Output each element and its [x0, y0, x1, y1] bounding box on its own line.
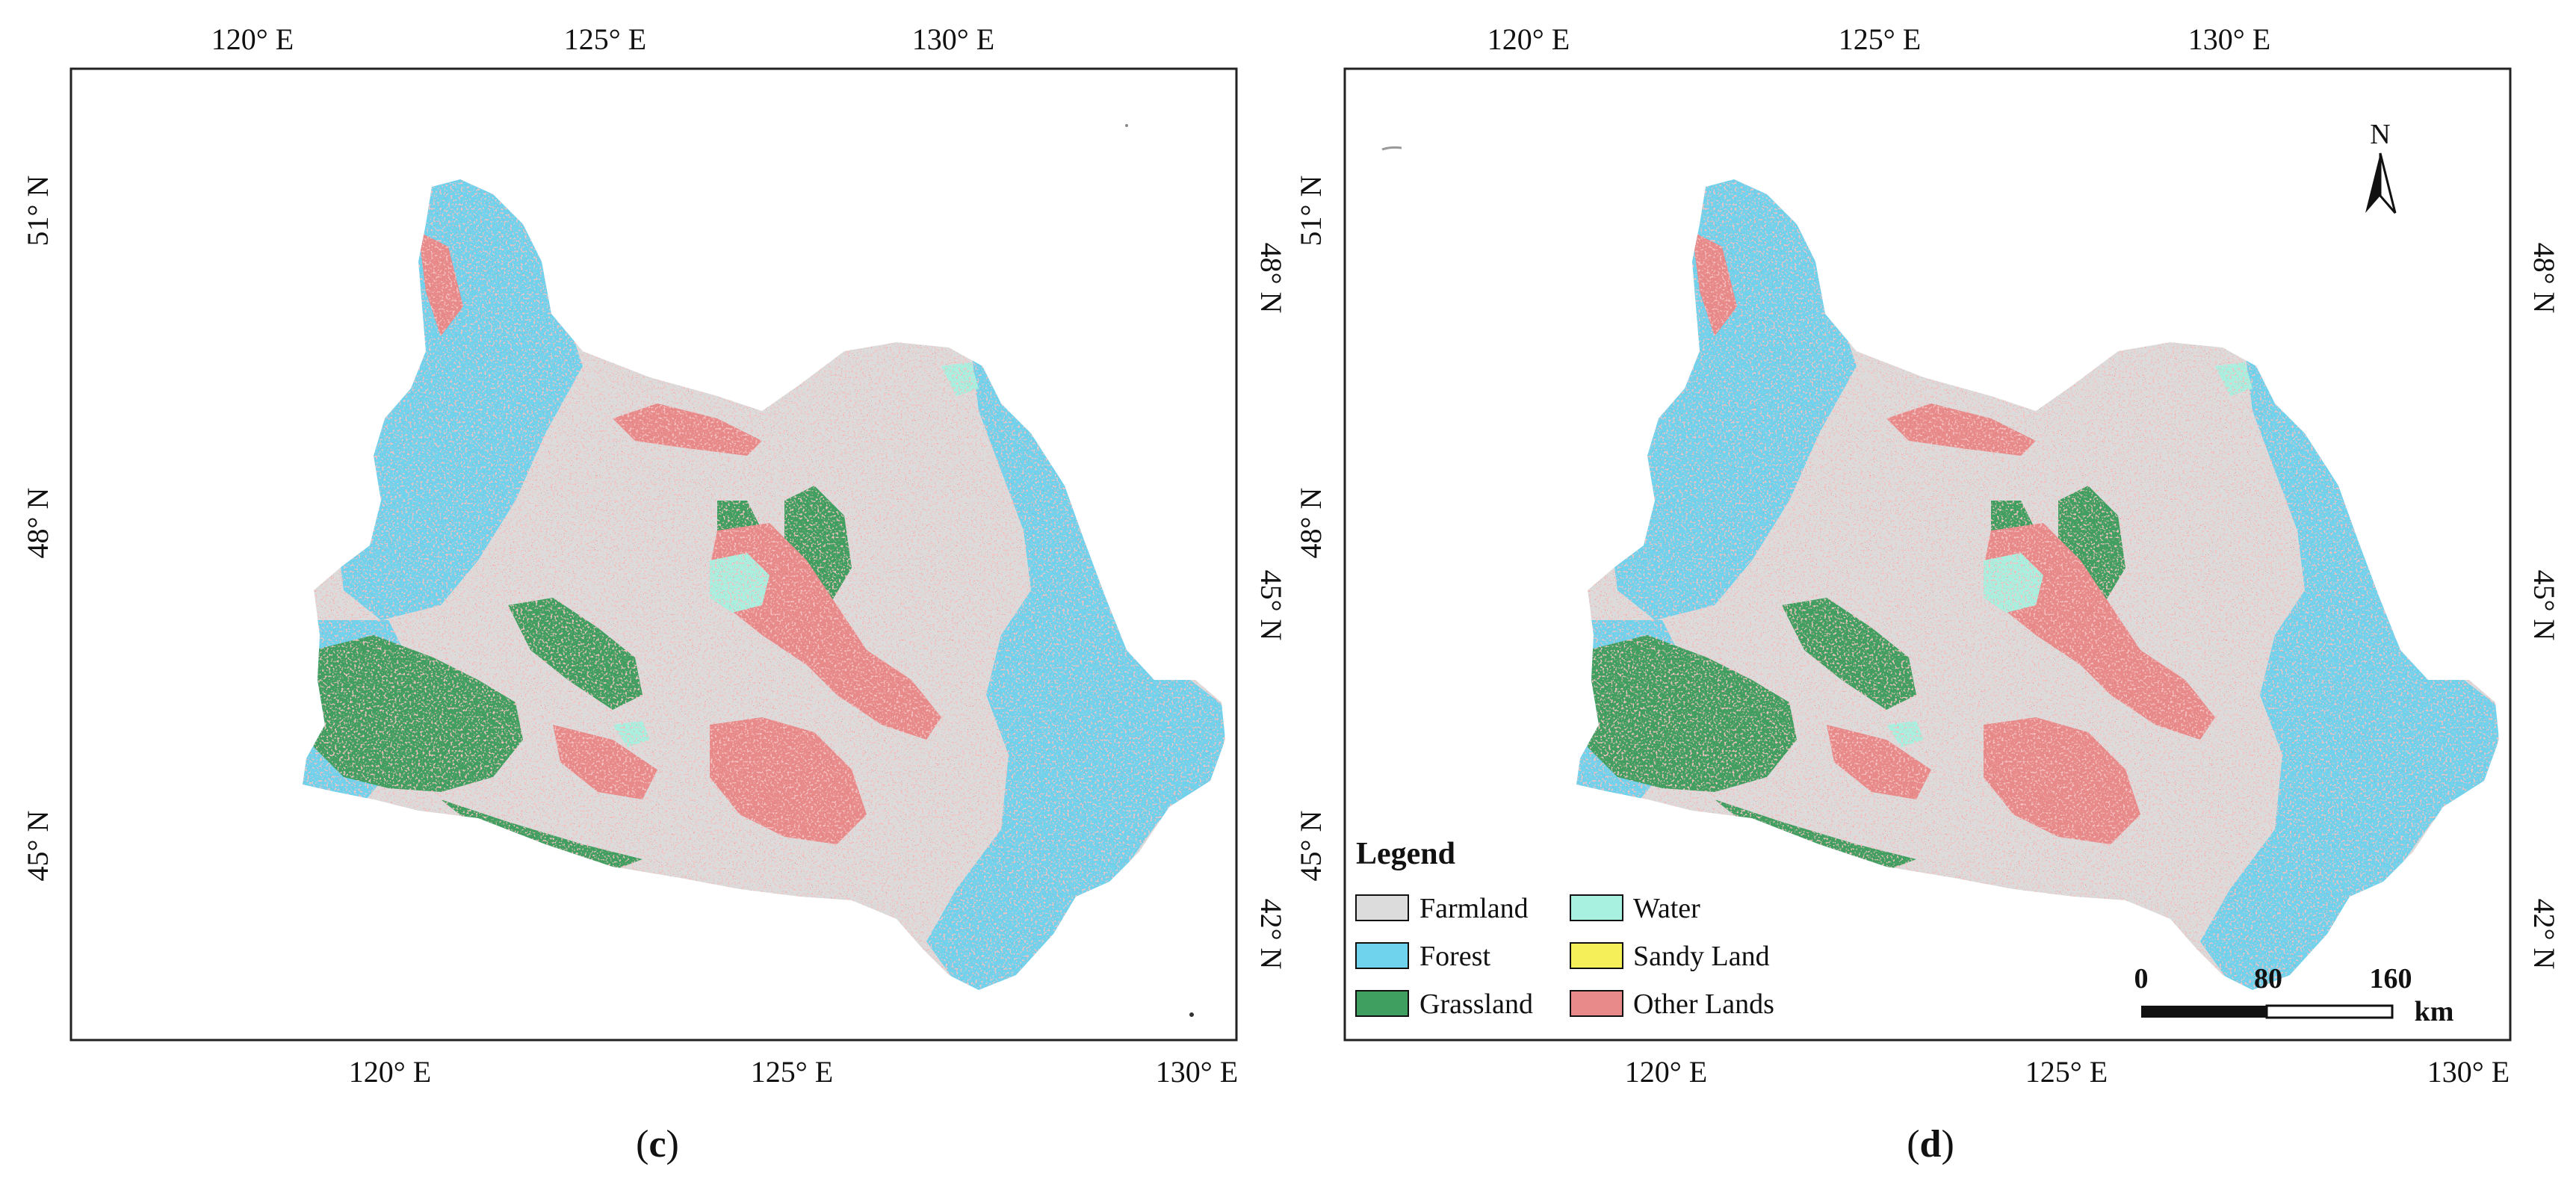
bottom-tick-label: 125° E	[751, 1055, 833, 1089]
stray-mark	[1125, 124, 1128, 127]
left-tick-label: 51° N	[21, 176, 55, 247]
legend-swatch	[1570, 894, 1623, 921]
bottom-tick-label: 130° E	[1156, 1055, 1238, 1089]
legend-label: Farmland	[1419, 893, 1529, 924]
left-tick-label: 48° N	[1294, 488, 1328, 559]
right-tick-label: 42° N	[2527, 899, 2561, 970]
scale-segment-dark	[2141, 1006, 2267, 1018]
scale-unit: km	[2415, 996, 2454, 1027]
bottom-tick-label: 120° E	[1625, 1055, 1707, 1089]
stray-mark	[1189, 1012, 1194, 1017]
top-tick-label: 125° E	[564, 22, 646, 56]
legend-swatch	[1355, 894, 1409, 921]
left-tick-label: 45° N	[1294, 811, 1328, 882]
scale-tick-label: 80	[2254, 963, 2282, 994]
legend-label: Water	[1633, 893, 1700, 924]
right-tick-label: 48° N	[1254, 243, 1288, 314]
map-panel-d: 120° E 125° E 130° E 120° E 125° E 130° …	[1294, 22, 2561, 1166]
top-tick-label: 130° E	[2188, 22, 2270, 56]
scale-segment-light	[2265, 1004, 2394, 1019]
legend: Legend Farmland Water Forest Sandy Land …	[1355, 837, 1774, 1020]
bottom-tick-label: 130° E	[2427, 1055, 2510, 1089]
scale-tick-label: 0	[2134, 963, 2149, 994]
right-tick-label: 48° N	[2527, 243, 2561, 314]
left-tick-label: 45° N	[21, 811, 55, 882]
right-tick-label: 42° N	[1254, 899, 1288, 970]
left-tick-label: 48° N	[21, 488, 55, 559]
bottom-tick-label: 120° E	[349, 1055, 431, 1089]
stray-mark	[1381, 146, 1402, 151]
bottom-tick-label: 125° E	[2025, 1055, 2108, 1089]
legend-swatch	[1570, 942, 1623, 969]
panel-label-d: (d)	[1907, 1123, 1954, 1166]
legend-title: Legend	[1356, 837, 1455, 871]
top-tick-label: 130° E	[912, 22, 994, 56]
legend-label: Forest	[1419, 941, 1490, 972]
scale-bar: 0 80 160 km	[2134, 963, 2454, 1027]
north-label: N	[2370, 119, 2390, 150]
legend-label: Grassland	[1419, 988, 1533, 1020]
top-tick-label: 120° E	[1487, 22, 1570, 56]
legend-label: Sandy Land	[1633, 941, 1770, 972]
legend-swatch	[1355, 990, 1409, 1017]
legend-swatch	[1570, 990, 1623, 1017]
panel-label-c: (c)	[636, 1123, 679, 1166]
legend-label: Other Lands	[1633, 988, 1774, 1020]
left-tick-label: 51° N	[1294, 176, 1328, 247]
north-arrow-icon: N	[2365, 119, 2397, 214]
map-panel-c: 120° E 125° E 130° E 120° E 125° E 130° …	[21, 22, 1288, 1166]
top-tick-label: 125° E	[1839, 22, 1921, 56]
top-tick-label: 120° E	[211, 22, 294, 56]
legend-swatch	[1355, 942, 1409, 969]
right-tick-label: 45° N	[1254, 570, 1288, 641]
right-tick-label: 45° N	[2527, 570, 2561, 641]
scale-tick-label: 160	[2370, 963, 2412, 994]
